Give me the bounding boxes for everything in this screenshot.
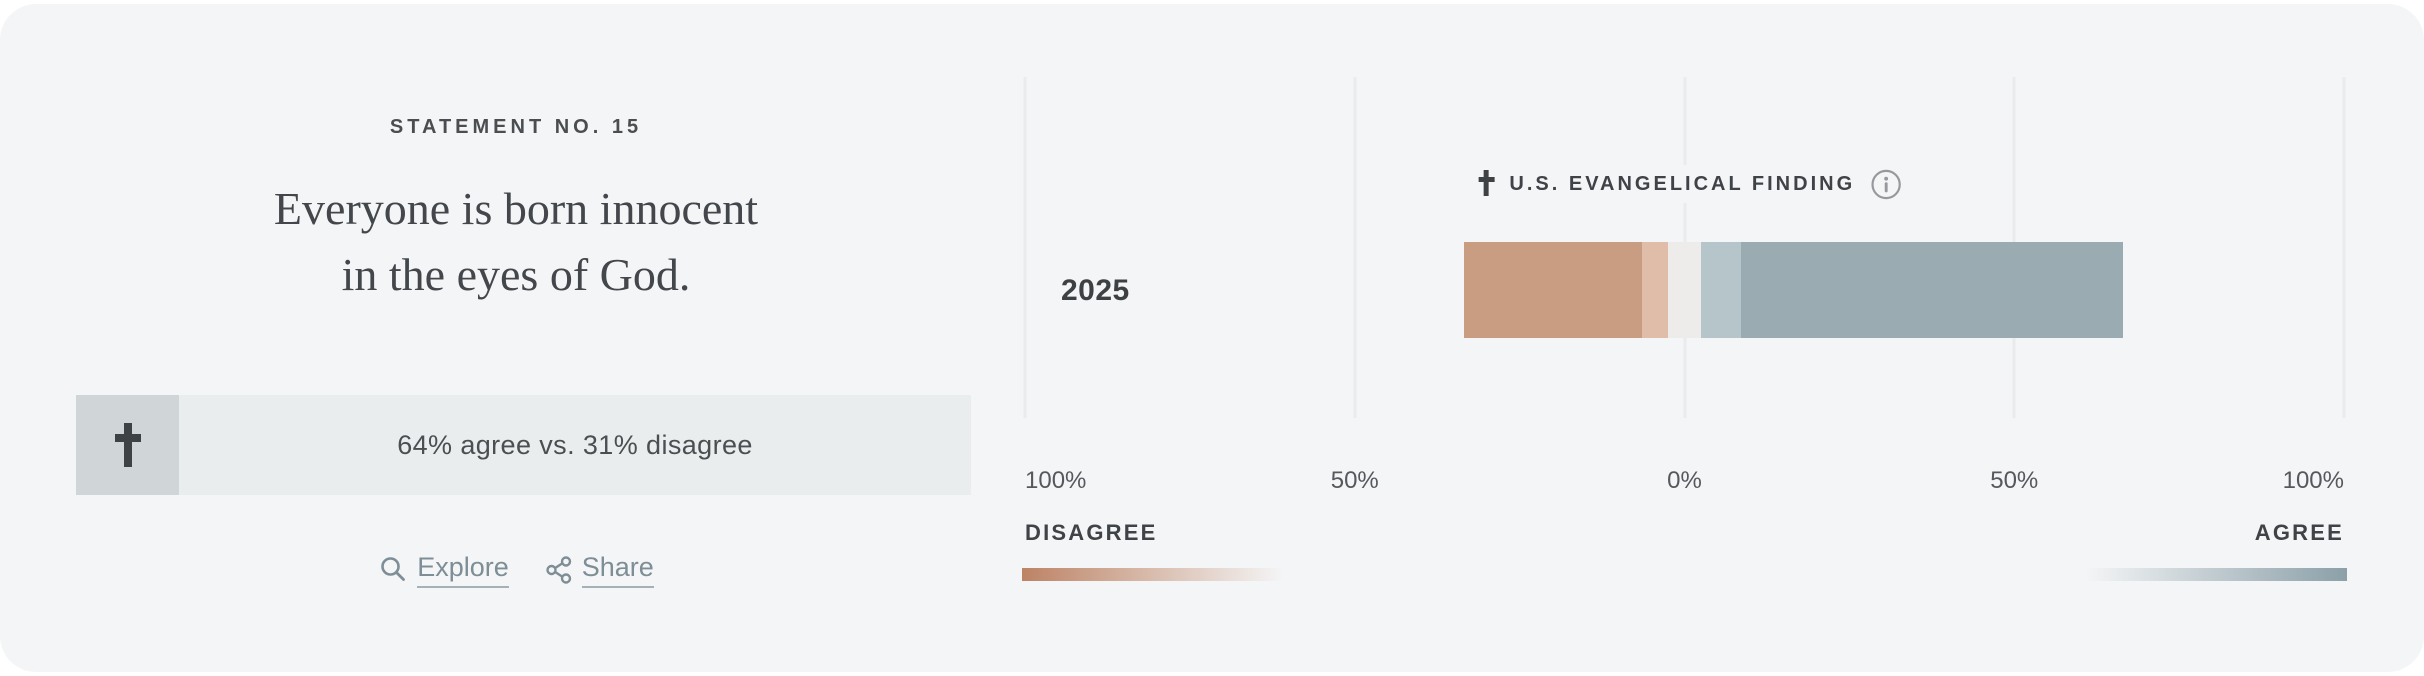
cross-icon-cell [76, 395, 179, 495]
axis-label-disagree: DISAGREE [1025, 520, 1158, 545]
explore-link[interactable]: Explore [378, 552, 509, 588]
bar-segment-disagree-dark [1463, 242, 1642, 338]
explore-label: Explore [417, 552, 509, 588]
axis-tick: 0% [1667, 467, 1702, 494]
gridline [2342, 77, 2346, 418]
axis-label-agree: AGREE [2254, 520, 2344, 545]
latin-cross-icon [1478, 170, 1495, 196]
statement-number: STATEMENT NO. 15 [389, 116, 643, 138]
disagree-gradient-legend [1022, 568, 1283, 581]
finding-title: U.S. EVANGELICAL FINDING [1509, 172, 1856, 195]
search-icon [381, 557, 406, 581]
share-label: Share [581, 552, 654, 588]
latin-cross-icon [114, 423, 141, 467]
result-summary-box: 64% agree vs. 31% disagree [76, 395, 971, 495]
response-bar [1463, 242, 2124, 338]
info-icon[interactable] [1870, 169, 1901, 200]
statement-title-line2: in the eyes of God. [341, 249, 691, 300]
bar-segment-disagree-light [1641, 242, 1668, 338]
bar-segment-neutral [1668, 242, 1701, 338]
bar-segment-agree-light [1700, 242, 1741, 338]
agree-gradient-legend [2086, 568, 2347, 581]
row-year-label: 2025 [1061, 274, 1130, 307]
gridline [1353, 77, 1357, 418]
statement-card: STATEMENT NO. 15 Everyone is born innoce… [0, 4, 2424, 672]
statement-panel: STATEMENT NO. 15 Everyone is born innoce… [0, 4, 1032, 672]
bar-segment-agree-dark [1740, 242, 2124, 338]
actions-row: Explore Share [0, 552, 1032, 588]
finding-chart: U.S. EVANGELICAL FINDING 2025 100% 50% 0% 5… [1022, 4, 2347, 672]
chart-header: U.S. EVANGELICAL FINDING [1462, 165, 1918, 203]
share-link[interactable]: Share [545, 552, 654, 588]
gridline [1023, 77, 1027, 418]
axis-tick: 100% [2282, 467, 2344, 494]
result-summary-text: 64% agree vs. 31% disagree [179, 395, 971, 495]
statement-title: Everyone is born innocent in the eyes of… [0, 176, 1032, 308]
statement-title-line1: Everyone is born innocent [273, 183, 759, 234]
axis-tick: 100% [1025, 467, 1087, 494]
share-icon [546, 556, 571, 584]
axis-tick: 50% [1330, 467, 1379, 494]
axis-tick: 50% [1990, 467, 2039, 494]
